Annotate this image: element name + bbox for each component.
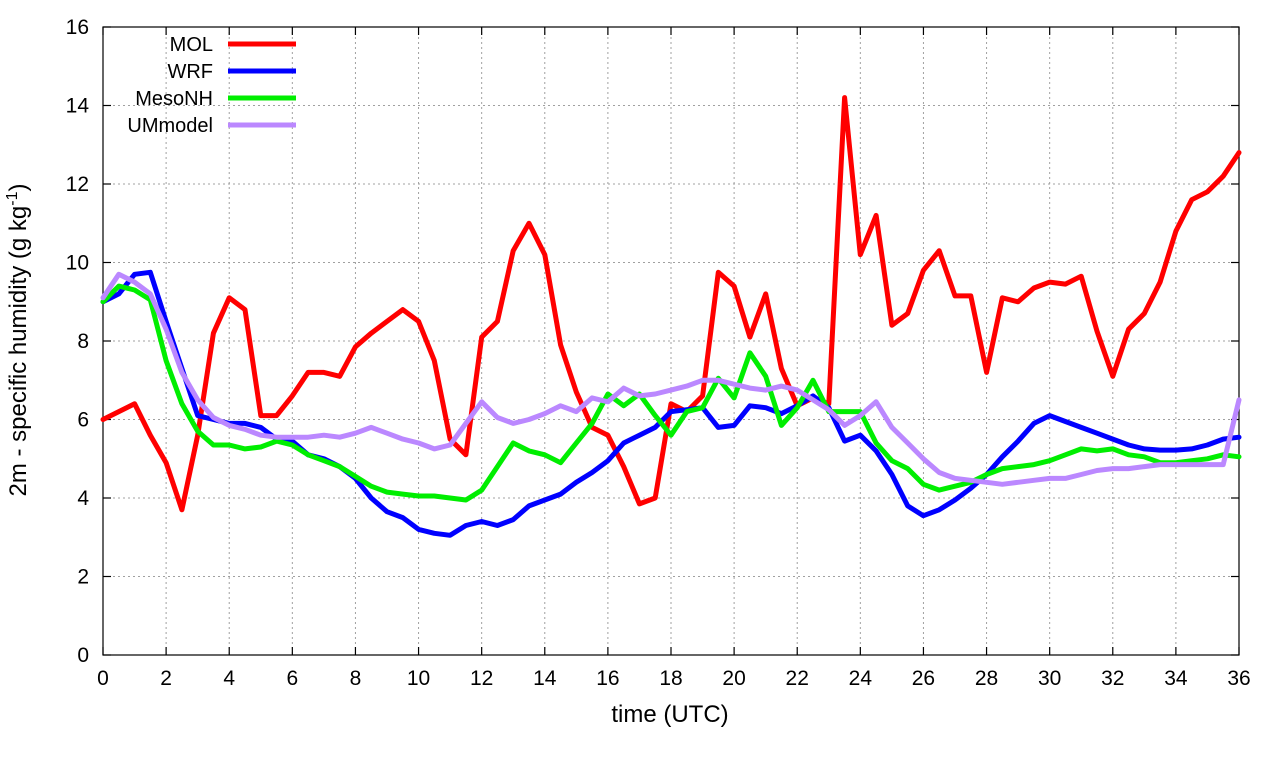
y-tick-label: 4: [77, 487, 89, 510]
x-tick-label: 24: [849, 667, 873, 690]
x-tick-label: 28: [975, 667, 998, 690]
y-tick-label: 2: [77, 566, 89, 589]
x-tick-label: 12: [470, 667, 493, 690]
legend-label-wrf: WRF: [167, 61, 213, 83]
x-tick-label: 10: [407, 667, 430, 690]
series-line-mesonh: [100, 283, 1242, 503]
y-tick-label: 6: [77, 409, 89, 432]
x-tick-label: 2: [160, 667, 172, 690]
y-tick-label: 0: [77, 644, 89, 667]
legend-label-mol: MOL: [170, 34, 213, 56]
y-tick-label: 14: [66, 95, 90, 118]
x-axis-label: time (UTC): [611, 701, 728, 728]
x-tick-label: 4: [223, 667, 235, 690]
x-tick-label: 14: [533, 667, 557, 690]
legend: MOL WRF MesoNH UMmodel: [127, 34, 296, 137]
x-tick-label: 26: [912, 667, 935, 690]
legend-label-ummodel: UMmodel: [127, 115, 213, 137]
x-tick-label: 6: [286, 667, 298, 690]
series-line-mol: [100, 95, 1242, 513]
y-tick-label: 12: [66, 173, 89, 196]
grid: [103, 27, 1239, 655]
x-tick-label: 16: [596, 667, 619, 690]
series-line-wrf: [100, 269, 1242, 538]
x-tick-label: 36: [1227, 667, 1250, 690]
legend-label-mesonh: MesoNH: [135, 88, 213, 110]
y-axis-label-superscript: -1: [4, 191, 21, 205]
x-tick-label: 22: [786, 667, 809, 690]
x-tick-label: 8: [350, 667, 362, 690]
x-tick-label: 18: [659, 667, 682, 690]
x-tick-label: 34: [1164, 667, 1188, 690]
y-axis-label-main: 2m - specific humidity (g kg: [5, 206, 32, 497]
x-tick-label: 20: [722, 667, 745, 690]
series-line-ummodel: [100, 271, 1242, 487]
x-tick-label: 0: [97, 667, 109, 690]
axes: 0 2 4 6 8 10 12 14 16 18 20 22 24 26 28 30 32 34 360246810…: [66, 16, 1251, 690]
x-tick-label: 30: [1038, 667, 1061, 690]
x-tick-label: 32: [1101, 667, 1124, 690]
y-axis-label: 2m - specific humidity (g kg-1): [4, 184, 32, 497]
series-lines: [100, 95, 1242, 538]
y-axis-label-close: ): [5, 184, 32, 192]
y-tick-label: 8: [77, 330, 89, 353]
y-tick-label: 10: [66, 252, 89, 275]
y-tick-label: 16: [66, 16, 89, 39]
